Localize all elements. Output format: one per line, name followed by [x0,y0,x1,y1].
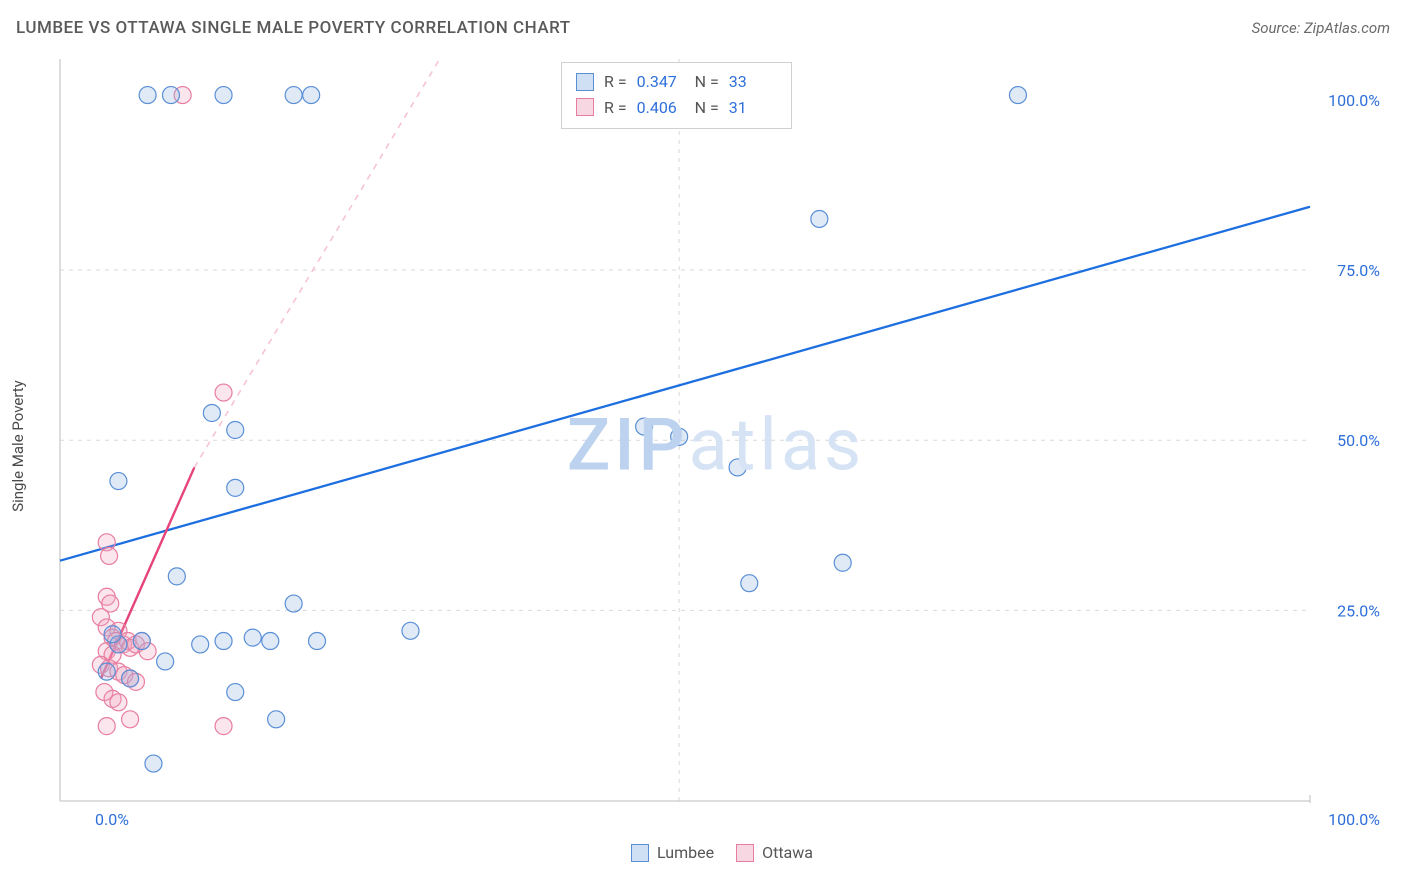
stats-row: R = 0.347 N = 33 [576,69,777,95]
point-lumbee [122,670,139,687]
series-swatch [736,844,754,862]
point-ottawa [98,718,115,735]
point-lumbee [203,404,220,421]
point-ottawa [215,718,232,735]
x-tick-label: 100.0% [1328,810,1380,829]
y-tick-label: 75.0% [1337,261,1380,280]
series-legend: Lumbee Ottawa [631,843,813,862]
chart-header: LUMBEE VS OTTAWA SINGLE MALE POVERTY COR… [16,18,1390,38]
stat-n-label: N = [695,95,719,121]
point-lumbee [227,422,244,439]
point-lumbee [303,87,320,104]
point-lumbee [285,87,302,104]
point-lumbee [268,711,285,728]
point-lumbee [834,554,851,571]
legend-item: Ottawa [736,843,813,862]
point-lumbee [215,633,232,650]
y-tick-label: 25.0% [1337,601,1380,620]
series-swatch [576,98,594,116]
point-lumbee [133,633,150,650]
point-lumbee [309,633,326,650]
point-lumbee [402,622,419,639]
point-ottawa [110,694,127,711]
point-ottawa [215,384,232,401]
point-lumbee [215,87,232,104]
point-ottawa [101,547,118,564]
correlation-stats-box: R = 0.347 N = 33 R = 0.406 N = 31 [561,62,792,129]
point-lumbee [262,633,279,650]
stat-r-label: R = [604,69,627,95]
point-lumbee [227,684,244,701]
point-lumbee [636,418,653,435]
point-lumbee [98,663,115,680]
point-ottawa [122,711,139,728]
y-axis-label: Single Male Poverty [9,380,27,512]
stat-r-value: 0.406 [637,95,685,121]
series-swatch [576,73,594,91]
point-lumbee [811,210,828,227]
point-lumbee [244,629,261,646]
point-lumbee [192,636,209,653]
point-lumbee [139,87,156,104]
y-tick-label: 100.0% [1328,91,1380,110]
point-lumbee [729,459,746,476]
source-attribution: Source: ZipAtlas.com [1252,19,1390,37]
legend-label: Lumbee [657,843,714,862]
point-lumbee [145,755,162,772]
point-lumbee [110,473,127,490]
point-lumbee [227,479,244,496]
stat-n-value: 33 [729,69,777,95]
stat-n-label: N = [695,69,719,95]
point-lumbee [157,653,174,670]
plot-area: 25.0%50.0%75.0%100.0%0.0%100.0% ZIPatlas… [56,55,1386,835]
point-lumbee [168,568,185,585]
series-swatch [631,844,649,862]
point-lumbee [104,626,121,643]
x-tick-label: 0.0% [95,810,129,829]
trendline-lumbee [60,207,1310,561]
point-lumbee [1009,87,1026,104]
point-lumbee [741,575,758,592]
chart-title: LUMBEE VS OTTAWA SINGLE MALE POVERTY COR… [16,18,571,38]
point-lumbee [162,87,179,104]
stat-n-value: 31 [729,95,777,121]
y-tick-label: 50.0% [1337,431,1380,450]
stats-row: R = 0.406 N = 31 [576,95,777,121]
legend-label: Ottawa [762,843,813,862]
scatter-chart: 25.0% 50.0% 75.0% 100.0% 0.0% 100.0% [56,55,1386,835]
legend-item: Lumbee [631,843,714,862]
point-lumbee [671,428,688,445]
stat-r-value: 0.347 [637,69,685,95]
point-lumbee [285,595,302,612]
stat-r-label: R = [604,95,627,121]
